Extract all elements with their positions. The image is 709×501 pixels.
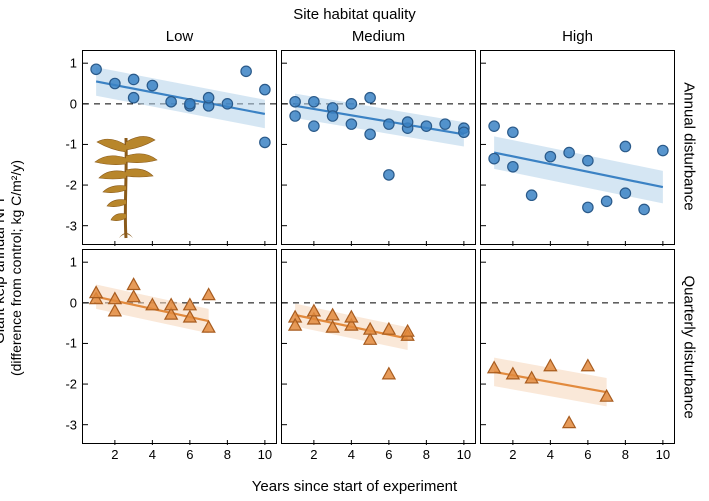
ytick-label: 1 [70, 56, 83, 71]
kelp-icon [89, 130, 164, 240]
y-axis-sub: (difference from control; kg C/m²/y) [8, 159, 24, 375]
ytick-label: -2 [65, 377, 83, 392]
ytick-label: -3 [65, 218, 83, 233]
figure: Site habitat quality Giant kelp annual N… [0, 0, 709, 501]
col-label-low: Low [150, 28, 210, 45]
ytick-label: -1 [65, 137, 83, 152]
xtick-label: 4 [547, 443, 554, 462]
panel-r0-c2 [480, 50, 675, 245]
xtick-label: 10 [457, 443, 471, 462]
ytick-label: -2 [65, 178, 83, 193]
ytick-label: -1 [65, 336, 83, 351]
panel-r0-c0: -3-2-101 [82, 50, 277, 245]
col-label-medium: Medium [349, 28, 409, 45]
row-label-0: Annual disturbance [681, 76, 698, 216]
panel-r1-c2: 246810 [480, 249, 675, 444]
xtick-label: 8 [224, 443, 231, 462]
row-label-1: Quarterly disturbance [681, 275, 698, 415]
xtick-label: 8 [622, 443, 629, 462]
xtick-label: 2 [111, 443, 118, 462]
xtick-label: 2 [509, 443, 516, 462]
panel-r1-c0: -3-2-101246810 [82, 249, 277, 444]
xtick-label: 6 [584, 443, 591, 462]
y-axis-main: Giant kelp annual NPP [0, 192, 8, 344]
top-title: Site habitat quality [0, 6, 709, 23]
xtick-label: 10 [656, 443, 670, 462]
panel-r1-c1: 246810 [281, 249, 476, 444]
x-axis-label: Years since start of experiment [0, 478, 709, 495]
ytick-label: 0 [70, 295, 83, 310]
xtick-label: 10 [258, 443, 272, 462]
xtick-label: 6 [186, 443, 193, 462]
xtick-label: 4 [348, 443, 355, 462]
xtick-label: 8 [423, 443, 430, 462]
y-axis-label: Giant kelp annual NPP (difference from c… [0, 159, 25, 375]
col-label-high: High [548, 28, 608, 45]
xtick-label: 2 [310, 443, 317, 462]
xtick-label: 6 [385, 443, 392, 462]
ytick-label: 0 [70, 96, 83, 111]
ytick-label: -3 [65, 417, 83, 432]
panel-r0-c1 [281, 50, 476, 245]
xtick-label: 4 [149, 443, 156, 462]
ytick-label: 1 [70, 255, 83, 270]
